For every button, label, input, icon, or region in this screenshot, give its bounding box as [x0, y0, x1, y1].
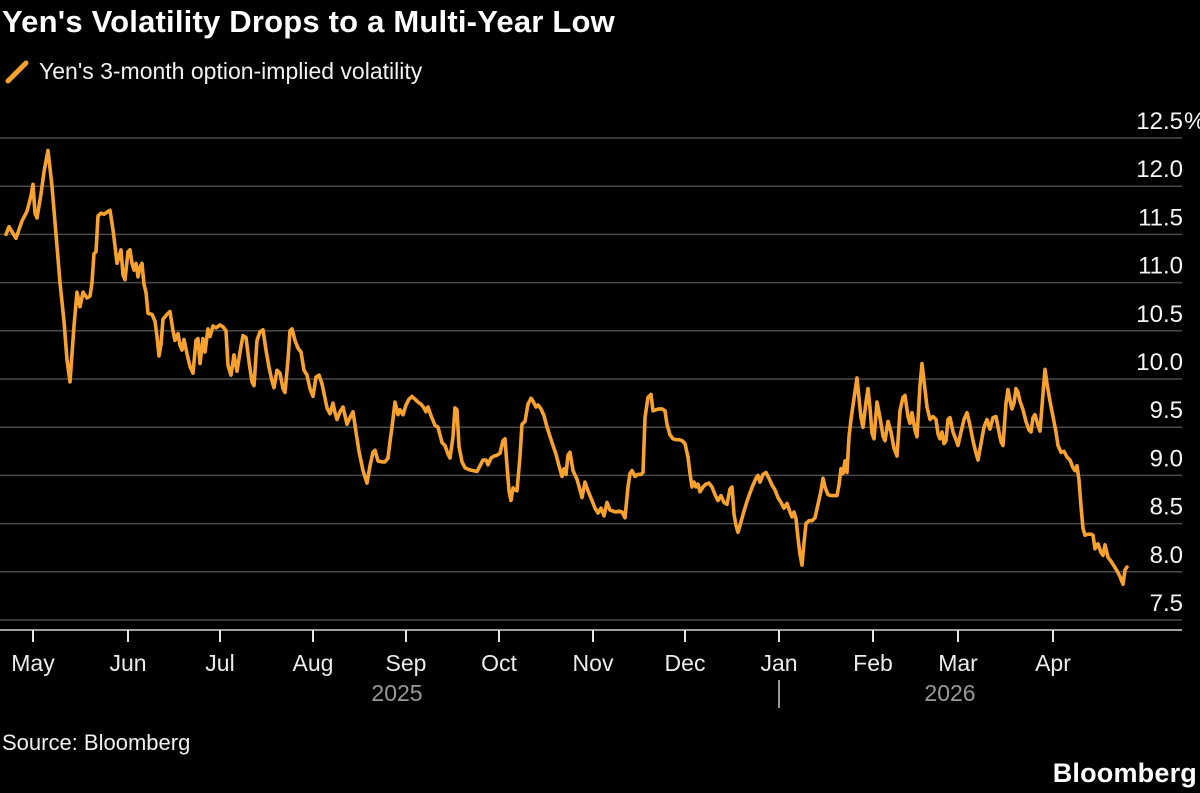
month-label: Aug: [293, 650, 334, 676]
volatility-line: [4, 148, 1129, 587]
y-axis-label: 10.5: [1136, 301, 1183, 328]
source-text: Source: Bloomberg: [2, 730, 191, 755]
y-axis-label: 7.5: [1150, 590, 1183, 617]
y-axis-label: 8.0: [1150, 542, 1183, 569]
legend: Yen's 3-month option-implied volatility: [4, 58, 422, 85]
month-label: Nov: [573, 650, 614, 676]
year-label: 2025: [371, 680, 422, 706]
y-axis-label: 12.5: [1136, 108, 1183, 135]
page-title: Yen's Volatility Drops to a Multi-Year L…: [2, 4, 615, 39]
month-label: Sep: [386, 650, 427, 676]
month-label: Jan: [760, 650, 797, 676]
month-label: Apr: [1035, 650, 1071, 676]
bloomberg-logo: Bloomberg: [1052, 758, 1197, 788]
legend-line-stroke: [5, 60, 29, 83]
month-label: Oct: [481, 650, 517, 676]
y-axis-label: 9.0: [1150, 445, 1183, 472]
year-label: 2026: [924, 680, 975, 706]
month-label: Dec: [665, 650, 706, 676]
y-axis-label: 9.5: [1150, 397, 1183, 424]
y-axis-label: 10.0: [1136, 349, 1183, 376]
month-label: Jul: [205, 650, 234, 676]
percent-sign: %: [1184, 108, 1200, 135]
y-axis-label: 11.0: [1138, 253, 1183, 280]
month-label: Feb: [853, 650, 893, 676]
y-axis-label: 12.0: [1136, 156, 1183, 183]
month-label: May: [11, 650, 55, 676]
y-axis-label: 11.5: [1138, 204, 1183, 231]
legend-line-icon: [5, 60, 29, 83]
y-axis-label: 8.5: [1150, 494, 1183, 521]
month-label: Mar: [938, 650, 978, 676]
legend-label: Yen's 3-month option-implied volatility: [39, 58, 423, 84]
month-label: Jun: [109, 650, 146, 676]
